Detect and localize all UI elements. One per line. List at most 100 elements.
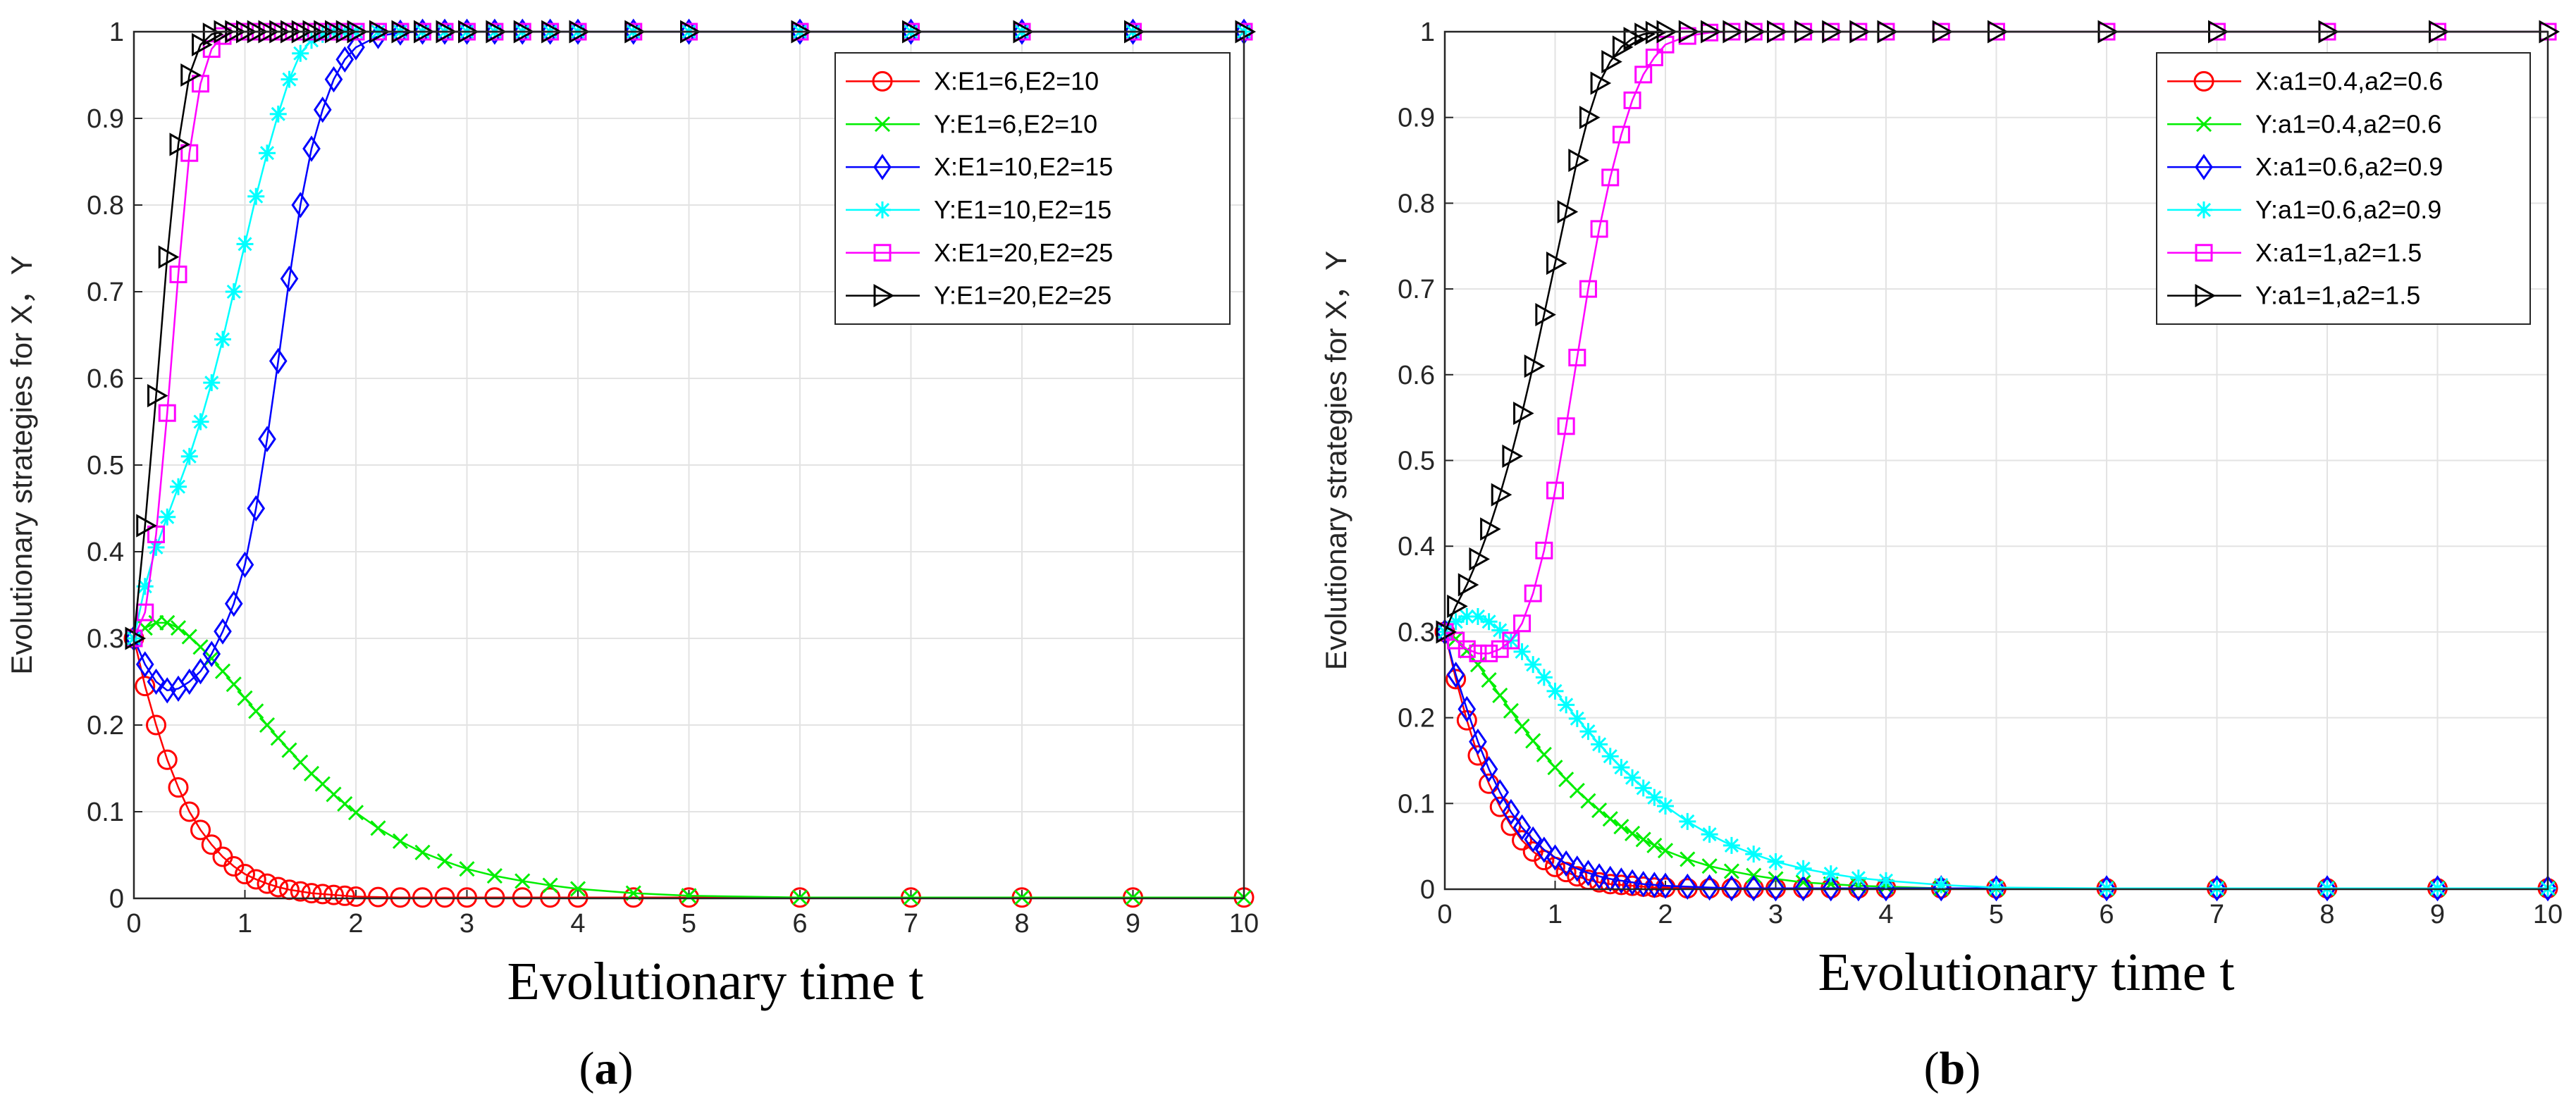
data-point (281, 70, 298, 88)
data-point (147, 525, 165, 543)
data-point (268, 877, 289, 898)
x-tick-label: 5 (1989, 900, 2004, 929)
legend-marker (2193, 70, 2214, 92)
data-point (1489, 796, 1510, 817)
x-tick-label: 3 (1768, 900, 1783, 929)
y-tick-label: 0.9 (87, 104, 124, 134)
data-point (1458, 640, 1476, 658)
data-point (1534, 850, 1555, 871)
x-tick-label: 6 (792, 909, 807, 939)
data-point (1467, 745, 1489, 766)
data-point (1601, 50, 1622, 74)
y-tick-label: 1 (109, 18, 124, 47)
data-point (245, 869, 266, 890)
data-point (1492, 687, 1508, 704)
data-point (1646, 788, 1663, 806)
data-point (392, 833, 409, 849)
data-point (235, 551, 254, 578)
data-point (347, 34, 365, 61)
data-point (1878, 872, 1894, 889)
data-point (159, 508, 176, 526)
data-point (202, 23, 224, 47)
data-point (291, 192, 310, 218)
data-point (1590, 863, 1608, 890)
x-tick-label: 10 (2533, 900, 2563, 929)
data-point (1657, 797, 1674, 815)
data-point (1491, 621, 1509, 639)
legend-marker (872, 70, 893, 92)
panel-b: 0 1 2 3 4 5 6 7 8 9 10 0 0.1 0.2 0.3 0.4 0.5 0.6 0.7 0.8 0.9… (1319, 18, 2563, 1002)
data-point (1579, 280, 1597, 298)
data-point (1536, 746, 1552, 762)
data-point (214, 618, 232, 645)
data-point (1723, 863, 1739, 879)
data-point (1458, 607, 1476, 625)
x-tick-label: 1 (238, 909, 252, 939)
data-point (1557, 200, 1579, 224)
x-tick-label: 4 (570, 909, 585, 939)
data-point (1480, 644, 1498, 662)
data-point (1987, 875, 2006, 902)
data-point (1524, 656, 1542, 674)
data-point (1988, 879, 2005, 896)
data-point (368, 886, 388, 908)
data-point (136, 578, 154, 595)
data-point (436, 853, 453, 869)
y-tick-label: 0.1 (87, 798, 124, 827)
y-tick-label: 0.1 (1398, 789, 1435, 819)
data-point (1469, 607, 1486, 625)
data-point (314, 25, 331, 43)
data-point (302, 135, 321, 162)
data-point (345, 886, 366, 908)
data-point (259, 144, 276, 162)
data-point (158, 245, 180, 269)
data-point (192, 32, 213, 57)
y-tick-label: 0.7 (87, 278, 124, 307)
x-axis-label: Evolutionary time t (507, 952, 923, 1011)
data-point (192, 75, 209, 93)
legend: X:E1=6,E2=10 Y:E1=6,E2=10 X:E1=10,E2=15 Y:E… (834, 52, 1231, 325)
data-point (1656, 872, 1675, 899)
data-point (248, 703, 264, 719)
data-point (125, 626, 147, 650)
data-point (335, 46, 355, 73)
data-point (1680, 851, 1696, 867)
data-point (1700, 874, 1719, 901)
data-point (1612, 125, 1630, 144)
data-point (170, 620, 187, 636)
data-point (1795, 874, 1811, 891)
data-point (1436, 620, 1458, 644)
data-point (237, 690, 253, 706)
data-point (324, 66, 343, 93)
data-point (347, 805, 364, 821)
data-point (1491, 779, 1510, 806)
data-point (1567, 866, 1588, 887)
axes-box (1443, 30, 2549, 891)
legend: X:a1=0.4,a2=0.6 Y:a1=0.4,a2=0.6 X:a1=0.6,a… (2156, 52, 2531, 325)
data-point (169, 265, 187, 283)
data-point (1613, 819, 1629, 835)
x-tick-label: 10 (1229, 909, 1259, 939)
data-point (1546, 844, 1565, 871)
data-point (1579, 723, 1597, 741)
y-tick-label: 0.8 (87, 191, 124, 221)
x-tick-label: 7 (2210, 900, 2224, 929)
data-point (1479, 755, 1498, 783)
data-point (1657, 843, 1674, 859)
data-point (1568, 710, 1586, 727)
data-point (235, 864, 255, 885)
data-point (180, 447, 198, 465)
data-point (1635, 831, 1651, 848)
data-point (180, 668, 199, 695)
data-point (190, 819, 211, 841)
legend-label: Y:E1=6,E2=10 (934, 109, 1097, 138)
data-point (236, 235, 254, 253)
y-axis-label: Evolutionary strategies for X，Y (1319, 251, 1352, 670)
data-point (486, 867, 503, 884)
legend-label: Y:a1=0.4,a2=0.6 (2255, 109, 2441, 138)
data-point (1447, 594, 1468, 618)
data-point (269, 347, 288, 375)
data-point (180, 144, 199, 162)
data-point (169, 132, 191, 156)
data-point (1623, 91, 1641, 109)
